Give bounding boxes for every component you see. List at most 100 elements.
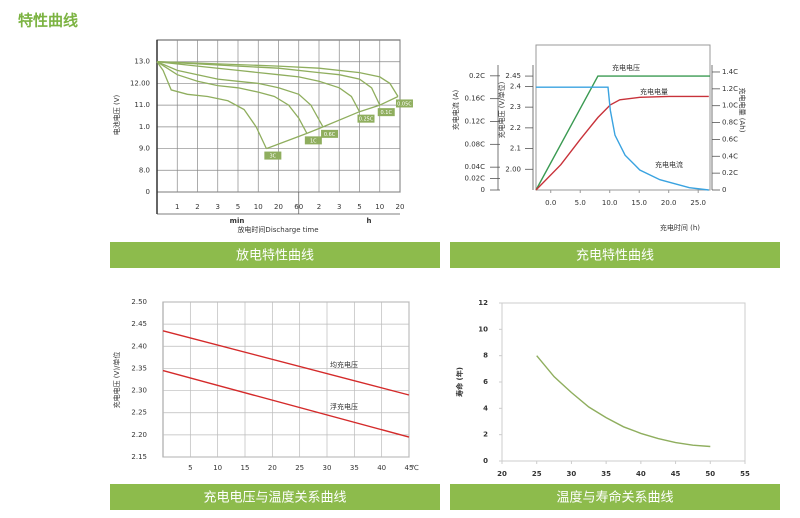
x-tick-label: 5 bbox=[357, 203, 361, 211]
y-tick-label: 2.3 bbox=[510, 103, 521, 111]
x-tick-label: 20.0 bbox=[661, 199, 677, 207]
x-tick-label: 25.0 bbox=[690, 199, 706, 207]
x-tick-label: 25 bbox=[295, 464, 304, 472]
x-tick-label: 10.0 bbox=[602, 199, 618, 207]
x-tick-label: 15 bbox=[241, 464, 250, 472]
x-tick-label: 30 bbox=[567, 470, 577, 478]
series-label-box bbox=[304, 136, 322, 145]
y-tick-label: 1.4C bbox=[722, 68, 738, 76]
data-line bbox=[156, 61, 399, 97]
y-tick-label: 0 bbox=[483, 457, 488, 465]
y-axis-title: 电池电压 (V) bbox=[112, 94, 121, 135]
y-tick-label: 2.15 bbox=[131, 453, 147, 461]
data-line bbox=[536, 86, 709, 191]
series-label-box bbox=[321, 129, 339, 138]
x-tick-label: 50 bbox=[705, 470, 715, 478]
series-label: 0.6C bbox=[324, 132, 336, 138]
series-label-box bbox=[264, 151, 282, 160]
y-tick-label: 2.45 bbox=[131, 320, 147, 328]
y-tick-label: 0.6C bbox=[722, 135, 738, 143]
series-label: 浮充电压 bbox=[330, 402, 358, 411]
x-tick-label: 55 bbox=[740, 470, 750, 478]
x-tick-label: 2 bbox=[195, 203, 199, 211]
caption-bar bbox=[450, 242, 780, 268]
y-tick-label: 1.0 bbox=[139, 123, 150, 131]
x-unit-label: h bbox=[367, 217, 372, 225]
x-unit: ℃ bbox=[411, 464, 419, 472]
y-tick-label: 2.35 bbox=[131, 364, 147, 372]
y-tick-label: 0.04C bbox=[465, 163, 486, 171]
x-tick-label: 10 bbox=[375, 203, 384, 211]
caption: 充电电压与温度关系曲线 bbox=[203, 490, 346, 506]
x-tick-label: 2 bbox=[317, 203, 321, 211]
y-tick-label: 0.08C bbox=[465, 140, 486, 148]
y-tick-label: 2.50 bbox=[131, 298, 147, 306]
x-tick-label: 35 bbox=[350, 464, 359, 472]
y-tick-label: 2.4 bbox=[510, 82, 522, 90]
x-tick-label: 45 bbox=[671, 470, 681, 478]
x-tick-label: 3 bbox=[337, 203, 341, 211]
y-tick-label: 13.0 bbox=[134, 58, 150, 66]
y-tick-label: 0.8C bbox=[722, 119, 738, 127]
y-tick-label: 1.2C bbox=[722, 85, 738, 93]
x-tick-label: 0.0 bbox=[545, 199, 556, 207]
caption-bar bbox=[110, 484, 440, 510]
x-axis-title: 放电时间Discharge time bbox=[237, 225, 318, 234]
x-tick-label: 5 bbox=[236, 203, 240, 211]
caption-bar bbox=[110, 242, 440, 268]
data-line bbox=[535, 75, 710, 191]
x-tick-label: 20 bbox=[274, 203, 283, 211]
x-tick-label: 30 bbox=[323, 464, 332, 472]
data-line bbox=[156, 61, 361, 113]
series-label-box bbox=[357, 114, 375, 123]
series-label: 3C bbox=[270, 154, 277, 160]
caption-bar bbox=[450, 484, 780, 510]
x-tick-label: 15.0 bbox=[631, 199, 647, 207]
y-tick-label: 0.2C bbox=[722, 169, 738, 177]
y-tick-label: 2.2 bbox=[510, 124, 521, 132]
data-line bbox=[162, 330, 410, 396]
cutoff-line bbox=[266, 95, 399, 150]
x-tick-label: 20 bbox=[497, 470, 507, 478]
y-tick-label: 1.0C bbox=[722, 102, 738, 110]
y-axis-title: 充电电压 (V)/单位 bbox=[112, 352, 121, 409]
y-tick-label: 2.45 bbox=[505, 72, 521, 80]
y-axis-title: 充电电量 (Ah) bbox=[738, 88, 747, 133]
series-label: 均充电压 bbox=[330, 360, 358, 369]
x-tick-label: 10 bbox=[254, 203, 263, 211]
series-label-box bbox=[395, 99, 413, 108]
y-tick-label: 2.30 bbox=[131, 387, 147, 395]
plot-frame bbox=[162, 301, 410, 458]
x-tick-label: 3 bbox=[216, 203, 220, 211]
series-label: 0.05C bbox=[397, 101, 412, 107]
data-line bbox=[162, 369, 410, 438]
x-tick-label: 10 bbox=[213, 464, 222, 472]
y-tick-label: 2.40 bbox=[131, 342, 147, 350]
y-tick-label: 12.00 bbox=[130, 79, 150, 87]
x-tick-label: 5 bbox=[188, 464, 192, 472]
y-axis-title: 充电电流 (A) bbox=[451, 89, 460, 130]
data-line bbox=[156, 61, 267, 149]
y-tick-label: 0.4C bbox=[722, 152, 738, 160]
series-label: 充电电压 bbox=[612, 63, 640, 72]
series-label: 1C bbox=[310, 138, 317, 144]
page-title: 特性曲线 bbox=[18, 12, 78, 30]
x-unit-label: min bbox=[230, 217, 245, 225]
y-tick-label: 8.0 bbox=[139, 166, 150, 174]
x-tick-label: 20 bbox=[268, 464, 277, 472]
y-tick-label: 0.2C bbox=[469, 72, 485, 80]
plot-frame bbox=[501, 302, 746, 462]
caption: 充电特性曲线 bbox=[576, 248, 654, 264]
y-tick-label: 0.16C bbox=[465, 95, 486, 103]
y-tick-label: 0 bbox=[146, 188, 150, 196]
y-axis-title: 寿命 (年) bbox=[455, 367, 464, 397]
y-tick-label: 12 bbox=[478, 299, 488, 307]
caption: 放电特性曲线 bbox=[236, 249, 314, 264]
y-tick-label: 4 bbox=[483, 404, 488, 412]
y-tick-label: 2.20 bbox=[131, 431, 147, 439]
series-label: 0.1C bbox=[381, 110, 393, 116]
x-tick-label: 1 bbox=[175, 203, 179, 211]
x-axis-title: 充电时间 (h) bbox=[660, 223, 700, 232]
plot-frame bbox=[535, 44, 711, 191]
